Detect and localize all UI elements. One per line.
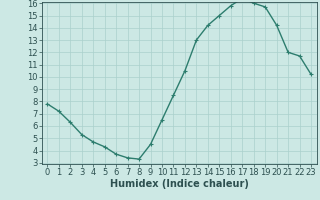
X-axis label: Humidex (Indice chaleur): Humidex (Indice chaleur) (110, 179, 249, 189)
